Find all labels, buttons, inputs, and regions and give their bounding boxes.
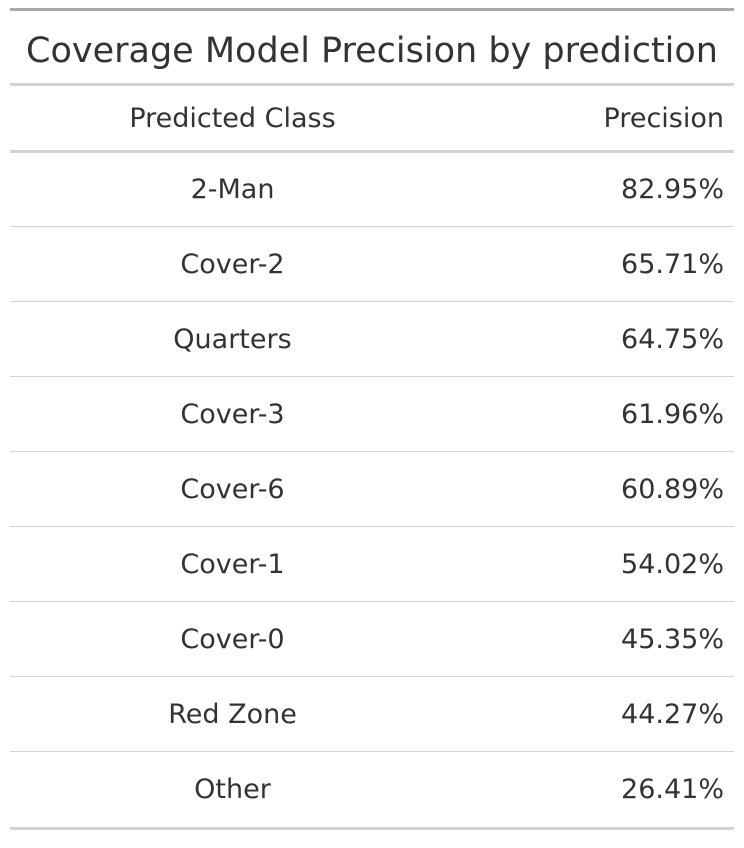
table-top-rule	[10, 8, 734, 11]
header-divider	[10, 150, 734, 153]
precision-cell: 82.95%	[621, 174, 724, 205]
column-header-predicted-class: Predicted Class	[129, 102, 336, 134]
predicted-class-cell: Cover-3	[180, 398, 285, 430]
predicted-class-cell: Cover-6	[180, 473, 285, 505]
table-row: Cover-1 54.02%	[10, 527, 734, 602]
predicted-class-cell: 2-Man	[190, 174, 275, 205]
predicted-class-cell: Quarters	[173, 323, 292, 355]
table-row: Cover-3 61.96%	[10, 377, 734, 452]
table-header-row: Predicted Class Precision	[10, 86, 734, 150]
table-row: Cover-6 60.89%	[10, 452, 734, 527]
table-row: 2-Man 82.95%	[10, 153, 734, 227]
predicted-class-cell: Cover-0	[180, 623, 285, 655]
table-row: Quarters 64.75%	[10, 302, 734, 377]
table-row: Other 26.41%	[10, 752, 734, 827]
title-divider	[10, 83, 734, 86]
predicted-class-cell: Cover-2	[180, 248, 285, 280]
predicted-class-cell: Cover-1	[180, 548, 285, 580]
table-row: Cover-0 45.35%	[10, 602, 734, 677]
precision-cell: 54.02%	[621, 548, 724, 580]
predicted-class-cell: Other	[194, 774, 271, 805]
precision-cell: 45.35%	[621, 623, 724, 655]
precision-cell: 26.41%	[621, 774, 724, 805]
precision-table: Coverage Model Precision by prediction P…	[10, 8, 734, 830]
precision-cell: 65.71%	[621, 248, 724, 280]
precision-cell: 64.75%	[621, 323, 724, 355]
precision-cell: 44.27%	[621, 698, 724, 730]
table-title: Coverage Model Precision by prediction	[26, 31, 718, 71]
table-row: Red Zone 44.27%	[10, 677, 734, 752]
precision-cell: 61.96%	[621, 398, 724, 430]
precision-cell: 60.89%	[621, 473, 724, 505]
column-header-precision: Precision	[603, 102, 724, 134]
table-row: Cover-2 65.71%	[10, 227, 734, 302]
predicted-class-cell: Red Zone	[168, 698, 297, 730]
table-bottom-rule	[10, 827, 734, 830]
